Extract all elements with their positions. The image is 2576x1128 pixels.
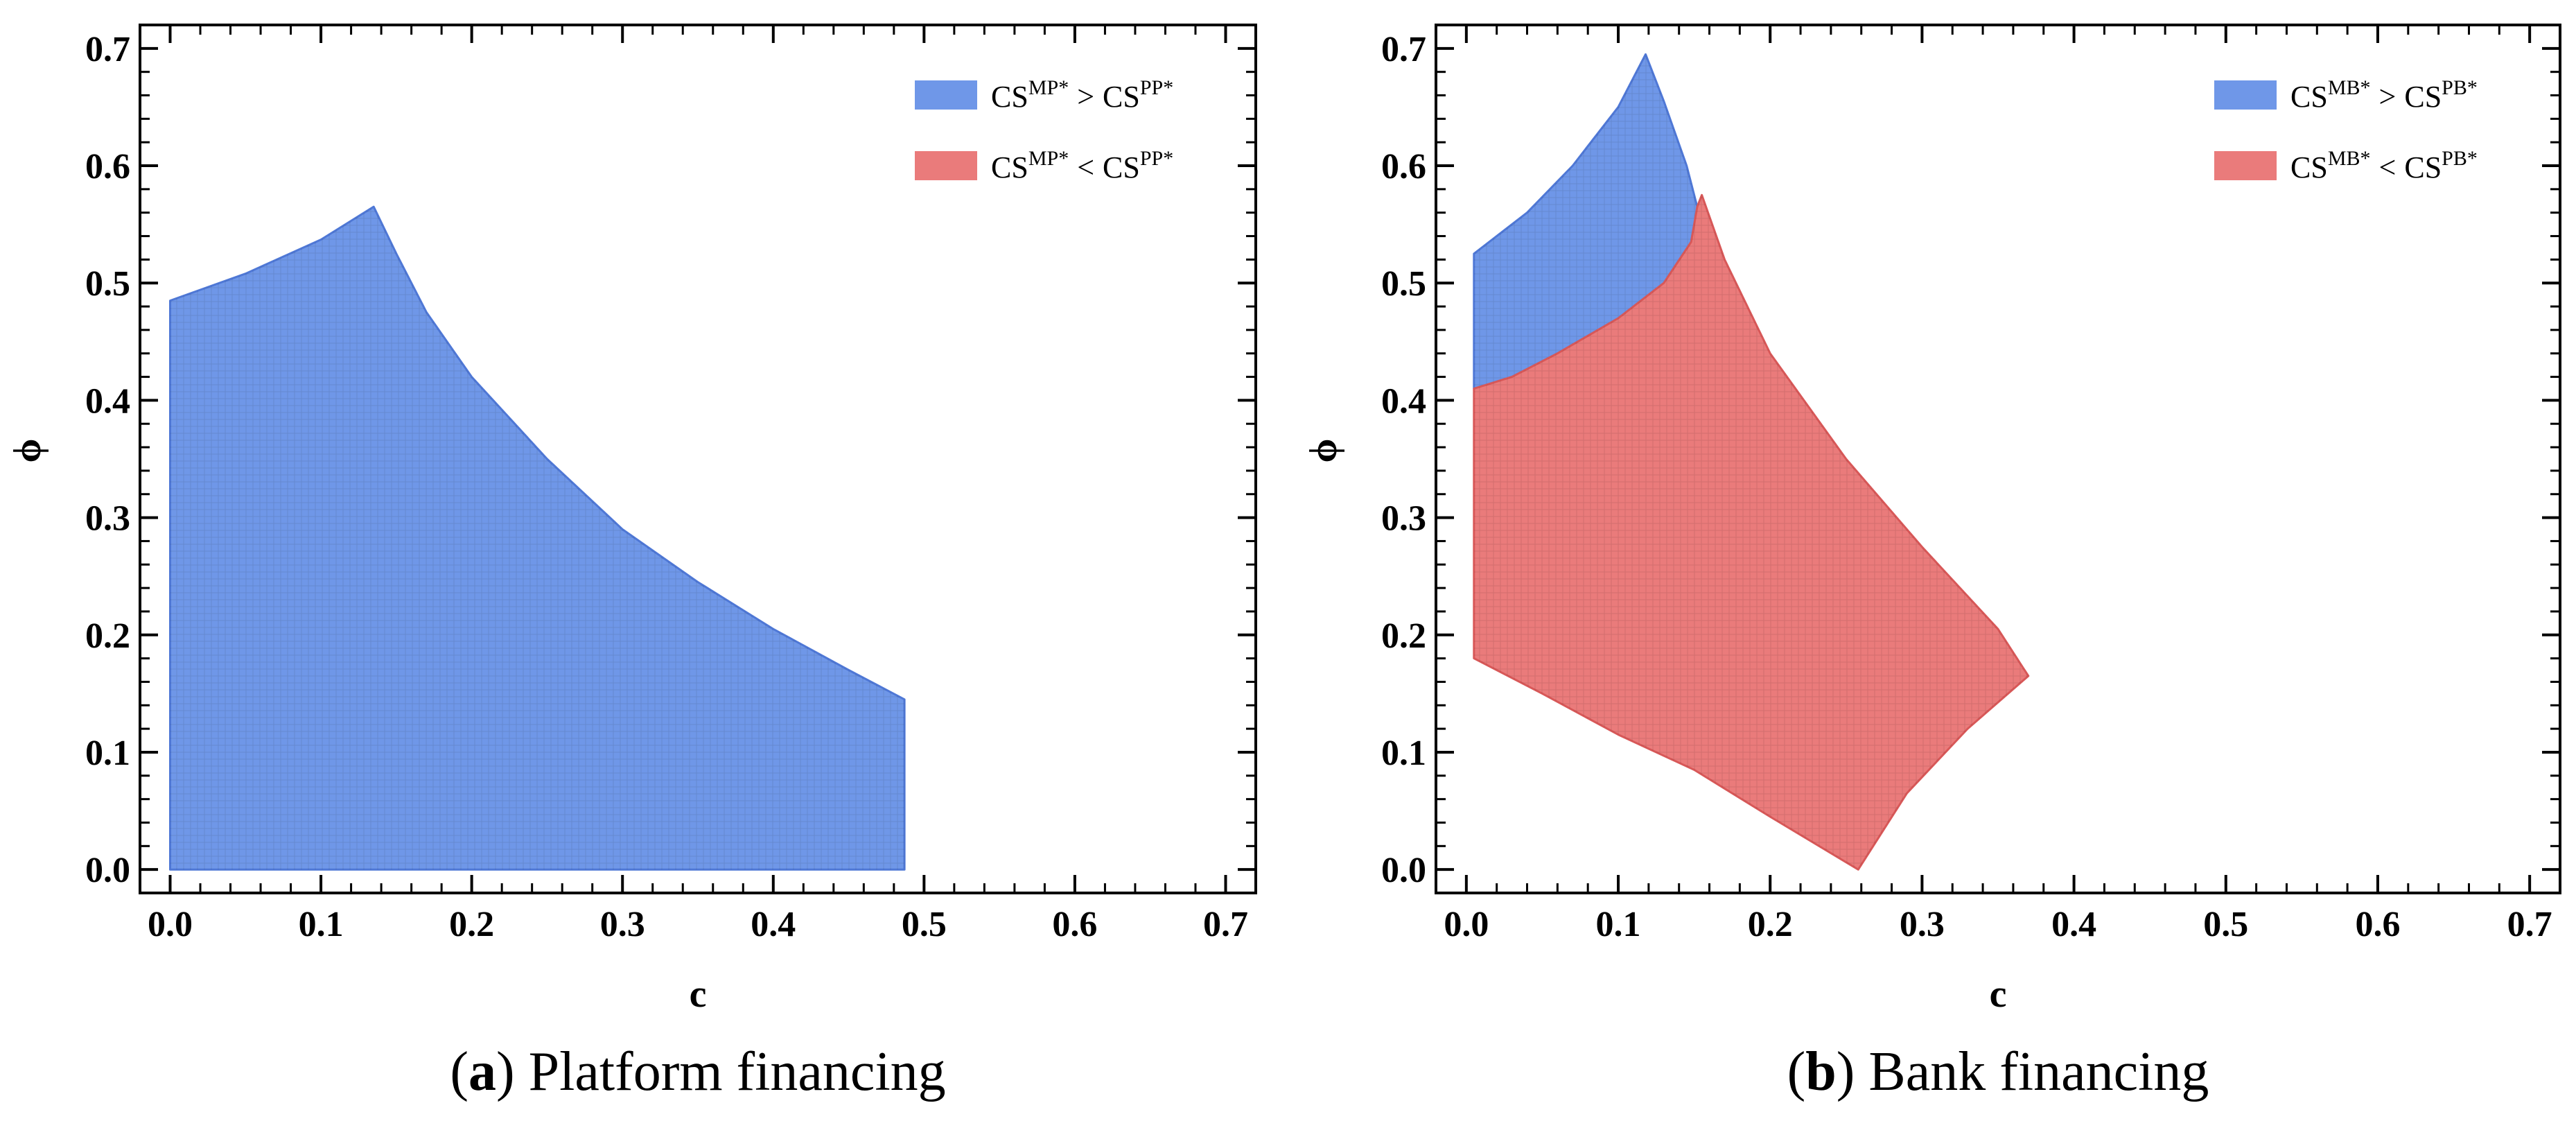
legend-entry-red: CSMP* < CSPP* [915,147,1173,184]
chart-panel-a: 0.0 0.1 0.2 0.3 0.4 0.5 0.6 0.7 0.0 0.1 0.2 0.3 0.4… [6,24,1257,1102]
legend-label-blue: CSMP* > CSPP* [991,76,1173,114]
x-tick-label: 0.5 [902,905,947,944]
caption-title: Platform financing [529,1041,946,1102]
x-tick-label: 0.7 [1203,905,1248,944]
legend-base-2: CS [2404,80,2442,114]
x-axis-label: c [1990,973,2007,1016]
x-tick-label: 0.7 [2507,905,2552,944]
region-texture-blue [1473,54,1697,389]
y-tick-label: 0.4 [1381,381,1426,421]
legend-base-1: CS [991,150,1028,184]
legend-swatch-blue [2214,80,2277,110]
plot-frame [1435,24,2561,894]
region-texture-red [1473,195,2029,870]
legend-op: < [1077,150,1094,184]
legend-sup-2: PB* [2442,76,2478,99]
legend-base-2: CS [1103,80,1140,114]
x-tick-label: 0.1 [299,905,344,944]
y-tick-label: 0.6 [85,147,130,186]
x-axis-label: c [690,973,707,1016]
legend-entry-blue: CSMP* > CSPP* [915,76,1173,114]
y-tick-label: 0.3 [1381,499,1426,539]
region-texture-blue [170,207,905,870]
legend-sup-2: PB* [2442,147,2478,170]
legend-op: > [2379,80,2397,114]
legend-sup-1: MP* [1028,147,1069,170]
y-tick-label: 0.7 [1381,30,1426,69]
y-tick-label: 0.6 [1381,147,1426,186]
legend-swatch-blue [915,80,977,110]
x-tick-label: 0.6 [2355,905,2400,944]
caption: (b) Bank financing [1787,1041,2209,1102]
legend-swatch-red [2214,151,2277,180]
caption: (a) Platform financing [450,1041,945,1102]
y-tick-labels: 0.0 0.1 0.2 0.3 0.4 0.5 0.6 0.7 [1381,30,1426,890]
legend-base-1: CS [2290,150,2328,184]
y-tick-label: 0.7 [85,30,130,69]
y-tick-label: 0.1 [1381,734,1426,773]
legend-label-red: CSMB* < CSPB* [2290,147,2478,184]
x-tick-label: 0.6 [1052,905,1097,944]
legend-op: > [1077,80,1094,114]
chart-panel-b: 0.0 0.1 0.2 0.3 0.4 0.5 0.6 0.7 0.0 0.1 0.2 0.3 0.4… [1302,24,2561,1102]
legend-entry-blue: CSMB* > CSPB* [2214,76,2478,114]
x-tick-label: 0.0 [1444,905,1489,944]
legend-label-blue: CSMB* > CSPB* [2290,76,2478,114]
x-tick-labels: 0.0 0.1 0.2 0.3 0.4 0.5 0.6 0.7 [148,905,1248,944]
y-tick-label: 0.5 [85,264,130,304]
y-tick-label: 0.2 [85,616,130,656]
region-layer [1473,53,2030,871]
y-tick-label: 0.2 [1381,616,1426,656]
x-tick-label: 0.1 [1596,905,1641,944]
x-tick-label: 0.3 [1900,905,1945,944]
y-tick-label: 0.0 [85,851,130,890]
legend-label-red: CSMP* < CSPP* [991,147,1173,184]
tick-layer [140,25,1256,893]
x-tick-label: 0.4 [2051,905,2096,944]
y-tick-label: 0.1 [85,734,130,773]
legend-entry-red: CSMB* < CSPB* [2214,147,2478,184]
y-tick-label: 0.3 [85,499,130,539]
legend-base-2: CS [1103,150,1140,184]
x-tick-labels: 0.0 0.1 0.2 0.3 0.4 0.5 0.6 0.7 [1444,905,2552,944]
legend-base-2: CS [2404,150,2442,184]
legend-sup-2: PP* [1140,76,1173,99]
legend: CSMP* > CSPP* CSMP* < CSPP* [915,76,1173,184]
y-tick-label: 0.4 [85,381,130,421]
legend-sup-1: MB* [2328,147,2371,170]
x-tick-label: 0.2 [1748,905,1793,944]
y-axis-label: ϕ [6,439,49,463]
legend-sup-1: MB* [2328,76,2371,99]
legend: CSMB* > CSPB* CSMB* < CSPB* [2214,76,2478,184]
x-tick-label: 0.3 [600,905,645,944]
legend-sup-1: MP* [1028,76,1069,99]
y-tick-labels: 0.0 0.1 0.2 0.3 0.4 0.5 0.6 0.7 [85,30,130,890]
x-tick-label: 0.4 [751,905,796,944]
x-tick-label: 0.0 [148,905,193,944]
x-tick-label: 0.5 [2203,905,2248,944]
y-axis-label: ϕ [1302,439,1345,463]
legend-base-1: CS [991,80,1028,114]
y-tick-label: 0.5 [1381,264,1426,304]
legend-sup-2: PP* [1140,147,1173,170]
legend-swatch-red [915,151,977,180]
x-tick-label: 0.2 [449,905,494,944]
legend-base-1: CS [2290,80,2328,114]
plot-frame [139,24,1257,894]
caption-title: Bank financing [1868,1041,2209,1102]
legend-op: < [2379,150,2397,184]
caption-letter: b [1805,1041,1837,1102]
y-tick-label: 0.0 [1381,851,1426,890]
tick-layer [1436,25,2560,893]
caption-letter: a [468,1041,496,1102]
region-layer [169,205,906,871]
